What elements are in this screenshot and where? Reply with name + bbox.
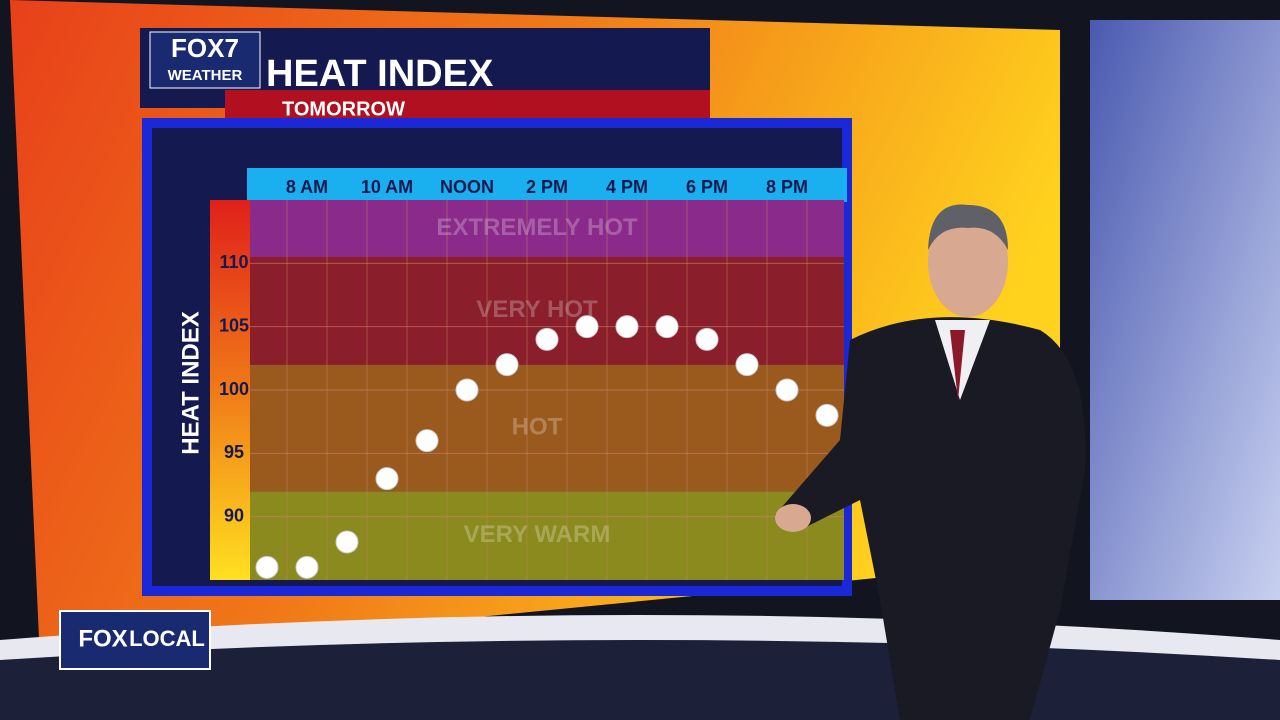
station-logo: FOX7 <box>171 33 239 63</box>
station-sub: WEATHER <box>168 67 243 84</box>
zone-label: VERY HOT <box>476 296 598 323</box>
y-tick-label: 110 <box>219 252 248 272</box>
x-tick-label: 8 AM <box>286 177 328 197</box>
plot: VERY WARM HOT VERY HOT EXTREMELY HOT 90 95 100… <box>219 177 844 580</box>
y-tick-label: 90 <box>224 505 244 525</box>
bug-left: FOX <box>78 625 127 652</box>
y-scale-bar <box>210 200 250 580</box>
dot <box>615 315 639 339</box>
dot <box>575 315 599 339</box>
dot <box>655 315 679 339</box>
dot <box>695 327 719 351</box>
suit <box>775 317 1086 720</box>
dot <box>375 467 399 491</box>
logo-box <box>149 31 261 89</box>
x-tick-label: 8 PM <box>766 177 808 197</box>
head <box>928 207 1008 317</box>
x-tick-label: 4 PM <box>606 177 648 197</box>
dot <box>295 555 319 579</box>
bug-right: LOCAL <box>129 626 205 651</box>
dot <box>335 530 359 554</box>
zone <box>250 364 844 492</box>
zone-label: EXTREMELY HOT <box>436 214 638 241</box>
dot <box>735 353 759 377</box>
chart-subtitle: TOMORROW <box>282 98 405 120</box>
dot <box>255 555 279 579</box>
x-axis-strip <box>247 168 847 202</box>
dot <box>495 353 519 377</box>
hand <box>775 504 811 532</box>
dot <box>815 403 839 427</box>
zone-label: HOT <box>512 413 563 440</box>
hair <box>928 204 1008 250</box>
dot <box>415 429 439 453</box>
zone <box>250 200 844 257</box>
dot <box>775 378 799 402</box>
x-tick-label: 10 AM <box>361 177 413 197</box>
y-axis-label: HEAT INDEX <box>177 311 204 455</box>
shirt <box>935 320 990 400</box>
y-tick-label: 95 <box>224 442 244 462</box>
y-tick-label: 100 <box>219 379 249 399</box>
zone-label: VERY WARM <box>464 521 611 548</box>
y-tick-label: 105 <box>219 315 249 335</box>
dot <box>455 378 479 402</box>
bug-box <box>59 610 211 670</box>
x-tick-label: 6 PM <box>686 177 728 197</box>
chart-title: HEAT INDEX <box>266 53 494 95</box>
side-screen <box>1090 20 1280 600</box>
x-tick-label: NOON <box>440 177 494 197</box>
tie <box>950 330 965 400</box>
presenter <box>775 204 1086 720</box>
x-tick-label: 2 PM <box>526 177 568 197</box>
dot <box>535 327 559 351</box>
